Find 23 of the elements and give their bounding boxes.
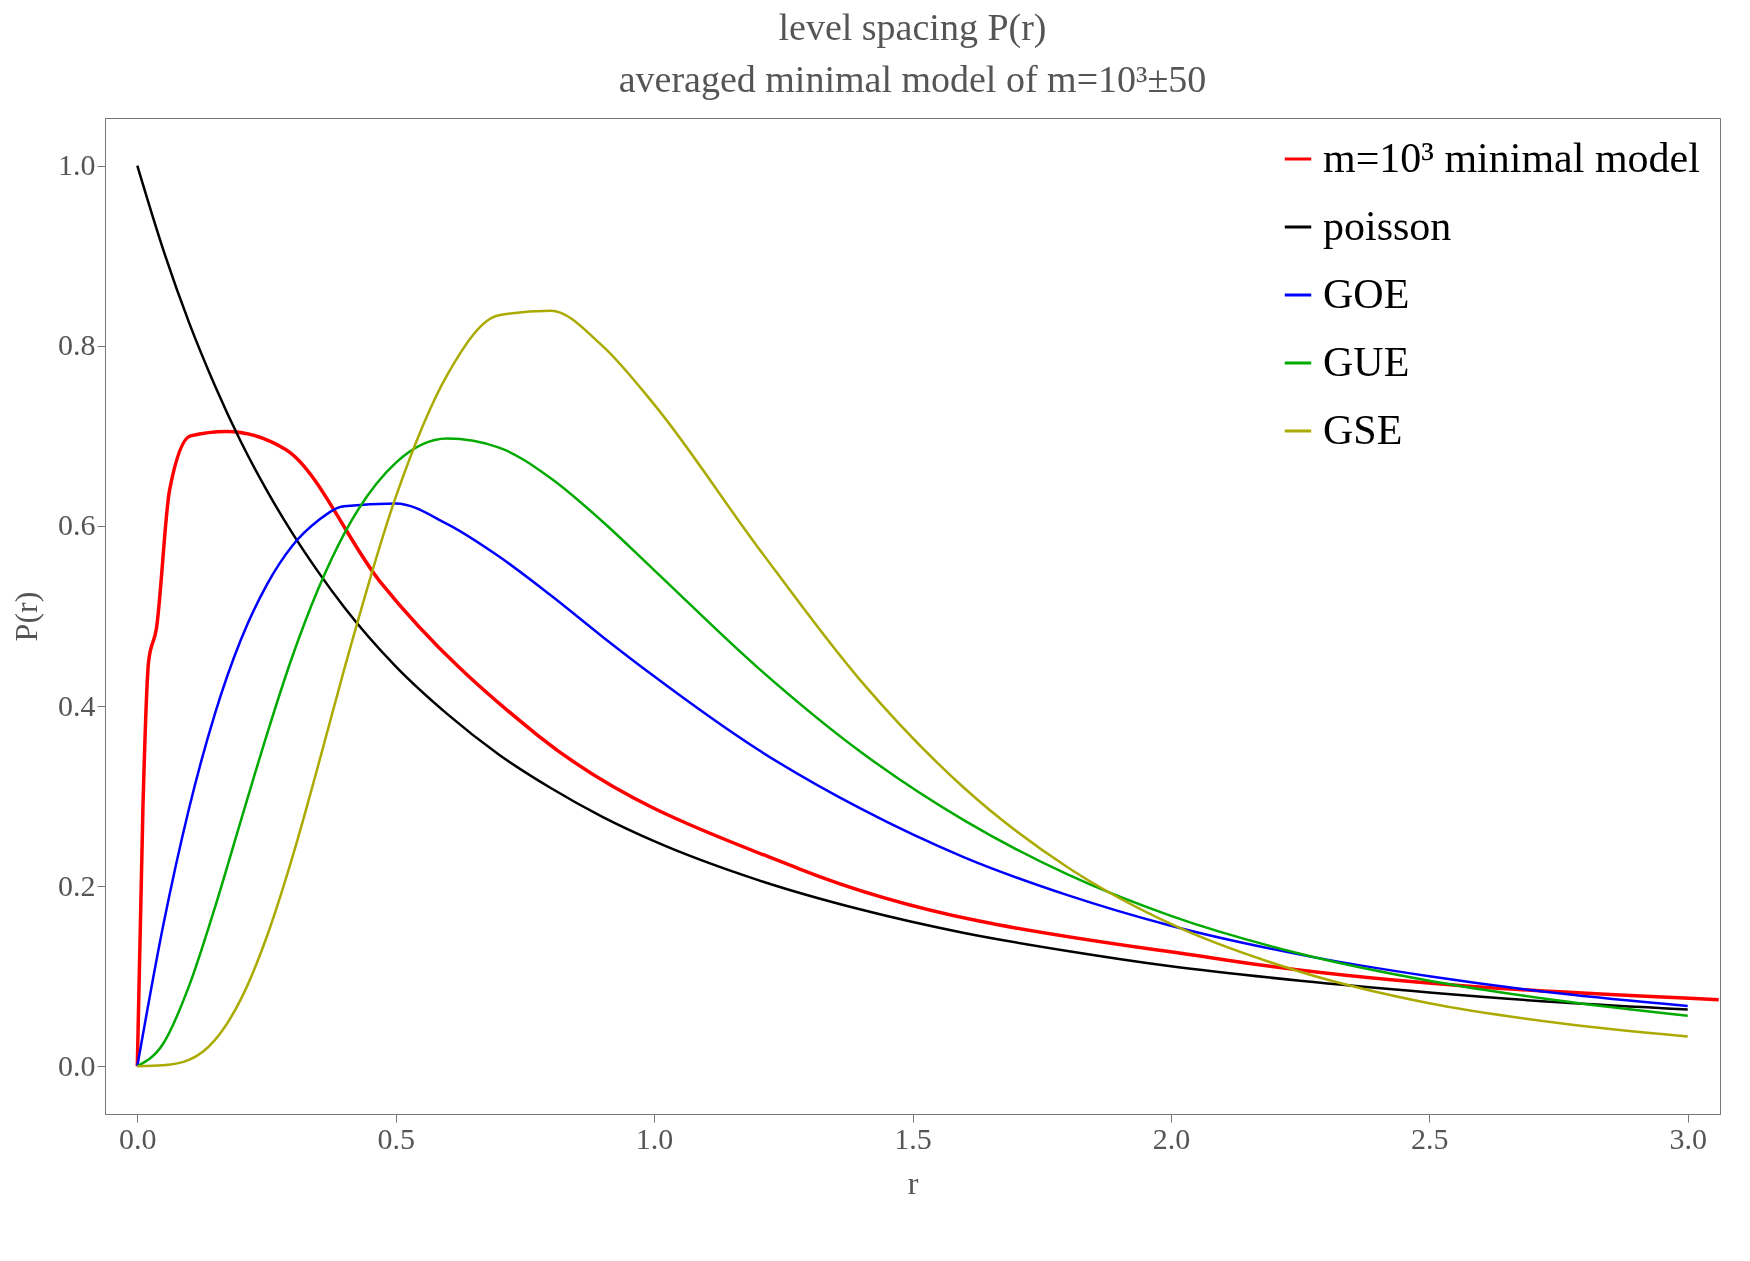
legend-label: GUE [1323,339,1410,385]
legend-label: GOE [1323,271,1410,317]
y-tick-label: 0.0 [58,1048,96,1082]
x-tick-label: 2.5 [1411,1121,1449,1155]
chart-title: level spacing P(r) [778,6,1047,49]
legend-label: GSE [1323,407,1403,453]
legend-label: m=10³ minimal model [1323,135,1700,181]
x-tick-label: 0.5 [377,1121,415,1155]
y-tick-label: 1.0 [58,148,96,182]
line-series [136,309,1689,1068]
y-tick-label: 0.6 [58,508,96,542]
x-tick-label: 1.5 [894,1121,932,1155]
y-tick-label: 0.8 [58,328,96,362]
y-tick-label: 0.2 [58,868,96,902]
x-tick-label: 0.0 [119,1121,157,1155]
y-tick-label: 0.4 [58,688,96,722]
x-tick-label: 3.0 [1669,1121,1707,1155]
chart-subtitle: averaged minimal model of m=10³±50 [618,58,1207,100]
x-tick-label: 1.0 [635,1121,674,1155]
x-axis-title: r [907,1164,919,1201]
legend-label: poisson [1323,203,1452,249]
x-tick-label: 2.0 [1152,1121,1191,1155]
y-axis-title: P(r) [8,591,44,642]
